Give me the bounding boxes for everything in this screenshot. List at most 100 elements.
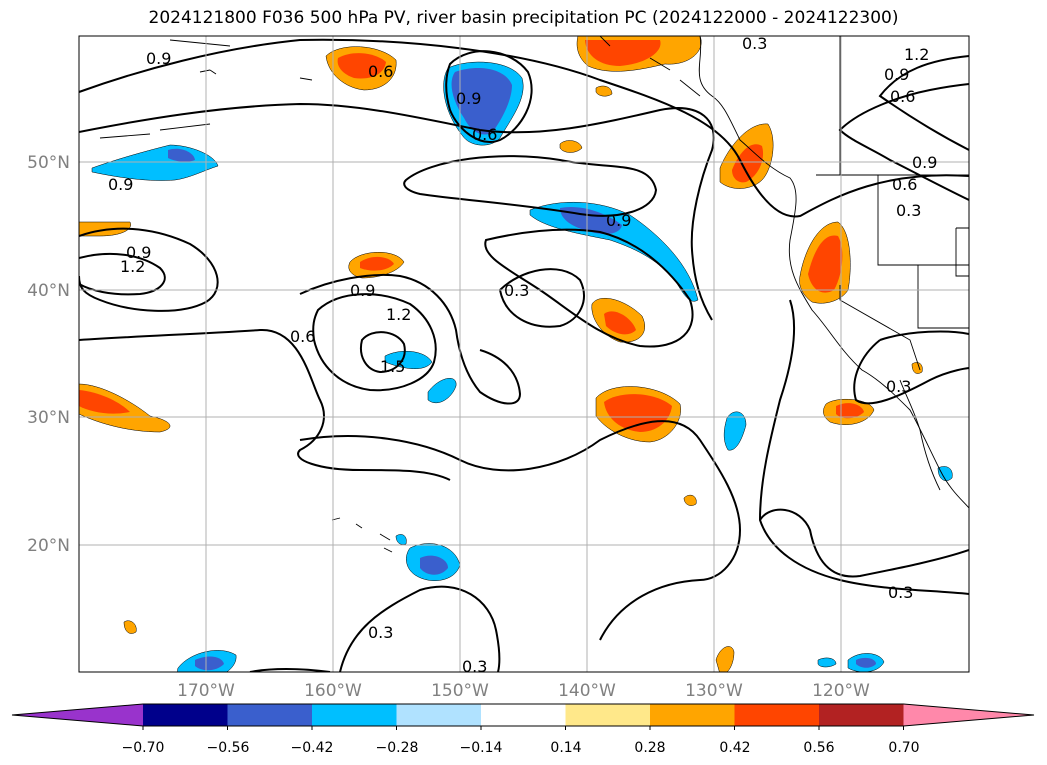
contour-label: 0.3 xyxy=(462,657,487,676)
lon-label: 140°W xyxy=(558,681,616,701)
colorbar-segment xyxy=(481,704,566,726)
pos-core-california xyxy=(808,235,843,293)
lon-label: 170°W xyxy=(177,681,235,701)
colorbar-segment xyxy=(396,704,482,726)
lat-label: 30°N xyxy=(27,408,70,428)
pv-contour-0.9-gulf xyxy=(445,50,533,143)
contour-label: 0.6 xyxy=(368,62,393,81)
contour-labels: 0.9 0.6 0.9 0.6 0.3 1.2 0.9 0.6 0.9 0.6 … xyxy=(108,34,937,676)
pv-contour-0.9-north xyxy=(79,38,969,218)
colorbar-tick: −0.70 xyxy=(122,740,165,756)
contour-label: 1.2 xyxy=(120,257,145,276)
pv-contour-0.3-south xyxy=(759,508,969,578)
pv-contour-0.9-low xyxy=(299,273,522,405)
contour-label: 0.3 xyxy=(888,583,913,602)
lon-label: 160°W xyxy=(304,681,362,701)
contour-label: 1.5 xyxy=(380,357,405,376)
pv-contour-0.9-central xyxy=(484,228,694,348)
contour-label: 0.6 xyxy=(472,125,497,144)
contour-label: 0.9 xyxy=(456,89,481,108)
pos-region-small-2 xyxy=(595,85,613,97)
pv-contours xyxy=(79,38,969,672)
pos-core-alaska-1 xyxy=(337,53,386,79)
lon-label: 150°W xyxy=(431,681,489,701)
contour-label: 0.9 xyxy=(146,49,171,68)
pv-contour-0.3-south-2 xyxy=(339,585,501,672)
pos-core-mid-1 xyxy=(360,256,394,271)
colorbar-tick: 0.70 xyxy=(888,740,919,756)
pos-region-small-6 xyxy=(911,362,923,374)
lon-label: 130°W xyxy=(685,681,743,701)
colorbar-extend-high xyxy=(903,704,1034,726)
pos-core-coast-north xyxy=(585,40,661,66)
colorbar-segment xyxy=(650,704,735,726)
pv-contour-0.3-east-2 xyxy=(853,330,969,405)
neg-region-3 xyxy=(723,411,747,451)
colorbar-tick: 0.42 xyxy=(719,740,750,756)
pv-contour-east xyxy=(838,83,969,201)
coastlines xyxy=(99,36,969,672)
pos-region-small-3 xyxy=(683,494,697,506)
contour-label: 0.3 xyxy=(886,377,911,396)
neg-core-5 xyxy=(195,656,224,671)
neg-core-6 xyxy=(856,657,876,668)
neg-core-aleutian xyxy=(168,148,195,162)
contour-label: 0.9 xyxy=(350,281,375,300)
colorbar-extend-low xyxy=(12,704,143,726)
pv-contour-east-2 xyxy=(878,55,969,151)
neg-region-8 xyxy=(937,466,953,481)
contour-label: 0.3 xyxy=(742,34,767,53)
neg-region-9 xyxy=(395,534,407,545)
pv-contour-0.6-low xyxy=(79,328,451,481)
colorbar-tick: −0.28 xyxy=(376,740,419,756)
contour-label: 0.6 xyxy=(290,327,315,346)
colorbar-segment xyxy=(819,704,904,726)
contour-label: 0.6 xyxy=(890,87,915,106)
neg-core-gulf-alaska xyxy=(451,68,512,135)
pv-contour-0.6-north xyxy=(79,102,715,321)
pv-contour-west-inner xyxy=(79,252,166,296)
contour-label: 0.9 xyxy=(912,153,937,172)
colorbar-tick: −0.56 xyxy=(207,740,250,756)
contour-label: 0.9 xyxy=(606,211,631,230)
contour-label: 0.9 xyxy=(108,175,133,194)
pos-region-small-4 xyxy=(123,620,137,634)
pv-contour-1.5-low xyxy=(360,331,406,374)
colorbar xyxy=(11,703,1035,730)
colorbar-segment xyxy=(734,704,820,726)
contour-label: 1.2 xyxy=(904,45,929,64)
map-title: 2024121800 F036 500 hPa PV, river basin … xyxy=(148,8,899,28)
lon-label: 120°W xyxy=(812,681,870,701)
contour-label: 0.3 xyxy=(504,281,529,300)
latitude-labels: 50°N 40°N 30°N 20°N xyxy=(27,153,70,556)
neg-region-2 xyxy=(427,378,457,404)
pos-core-baja xyxy=(836,403,864,419)
colorbar-segment xyxy=(565,704,651,726)
contour-label: 0.6 xyxy=(892,175,917,194)
contour-label: 0.3 xyxy=(368,623,393,642)
neg-core-4 xyxy=(420,555,448,575)
lat-label: 20°N xyxy=(27,536,70,556)
neg-region-7 xyxy=(817,657,837,668)
pos-core-west-1 xyxy=(79,390,130,414)
colorbar-segment xyxy=(312,704,397,726)
pv-contour-0.6-central xyxy=(403,155,658,217)
pos-core-mid-2 xyxy=(604,311,636,335)
colorbar-tick: −0.42 xyxy=(291,740,334,756)
colorbar-tick: 0.56 xyxy=(803,740,834,756)
pv-contour-1.2-low xyxy=(312,293,437,392)
contour-label: 0.9 xyxy=(126,243,151,262)
longitude-labels: 170°W 160°W 150°W 140°W 130°W 120°W xyxy=(177,681,870,701)
pv-contour-0.3-sw xyxy=(249,668,331,672)
lat-label: 50°N xyxy=(27,153,70,173)
colorbar-tick: −0.14 xyxy=(460,740,503,756)
colorbar-tick: 0.28 xyxy=(634,740,665,756)
lat-label: 40°N xyxy=(27,281,70,301)
contour-label: 0.3 xyxy=(896,201,921,220)
neg-region-1 xyxy=(384,350,433,369)
colorbar-segment xyxy=(143,704,228,726)
pv-contour-big-loop xyxy=(299,420,742,641)
graticule xyxy=(79,36,969,672)
colorbar-tick: 0.14 xyxy=(550,740,581,756)
